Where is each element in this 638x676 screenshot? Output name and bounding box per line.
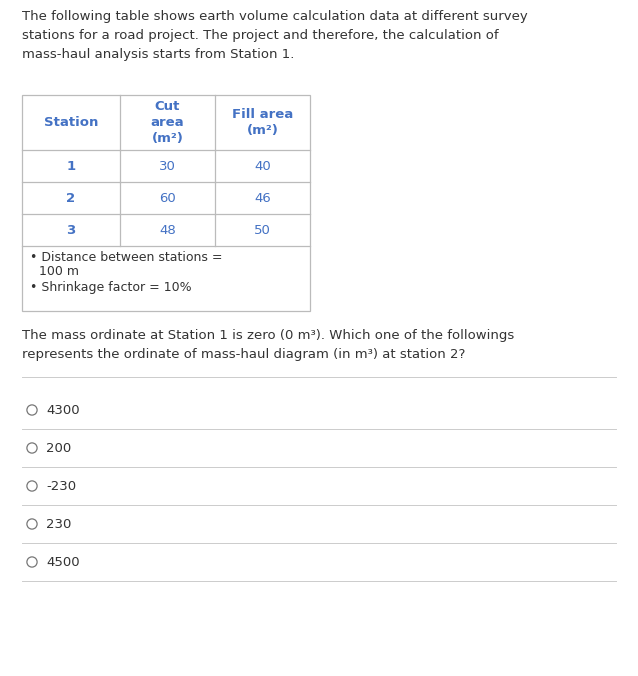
Text: Cut
area
(m²): Cut area (m²) <box>151 100 184 145</box>
Text: 50: 50 <box>254 224 271 237</box>
Text: Station: Station <box>44 116 98 129</box>
Text: • Distance between stations =: • Distance between stations = <box>30 251 223 264</box>
Text: The following table shows earth volume calculation data at different survey
stat: The following table shows earth volume c… <box>22 10 528 61</box>
Text: 4500: 4500 <box>46 556 80 569</box>
Text: 46: 46 <box>254 191 271 205</box>
Text: 230: 230 <box>46 518 71 531</box>
Text: 3: 3 <box>66 224 76 237</box>
Text: 30: 30 <box>159 160 176 172</box>
Text: 1: 1 <box>66 160 75 172</box>
Text: 100 m: 100 m <box>39 265 79 278</box>
Text: The mass ordinate at Station 1 is zero (0 m³). Which one of the followings
repre: The mass ordinate at Station 1 is zero (… <box>22 329 514 361</box>
Text: • Shrinkage factor = 10%: • Shrinkage factor = 10% <box>30 281 191 294</box>
Text: -230: -230 <box>46 479 76 493</box>
Text: Fill area
(m²): Fill area (m²) <box>232 108 293 137</box>
Text: 60: 60 <box>159 191 176 205</box>
Text: 4300: 4300 <box>46 404 80 416</box>
Text: 48: 48 <box>159 224 176 237</box>
Text: 40: 40 <box>254 160 271 172</box>
Text: 200: 200 <box>46 441 71 454</box>
Text: 2: 2 <box>66 191 75 205</box>
